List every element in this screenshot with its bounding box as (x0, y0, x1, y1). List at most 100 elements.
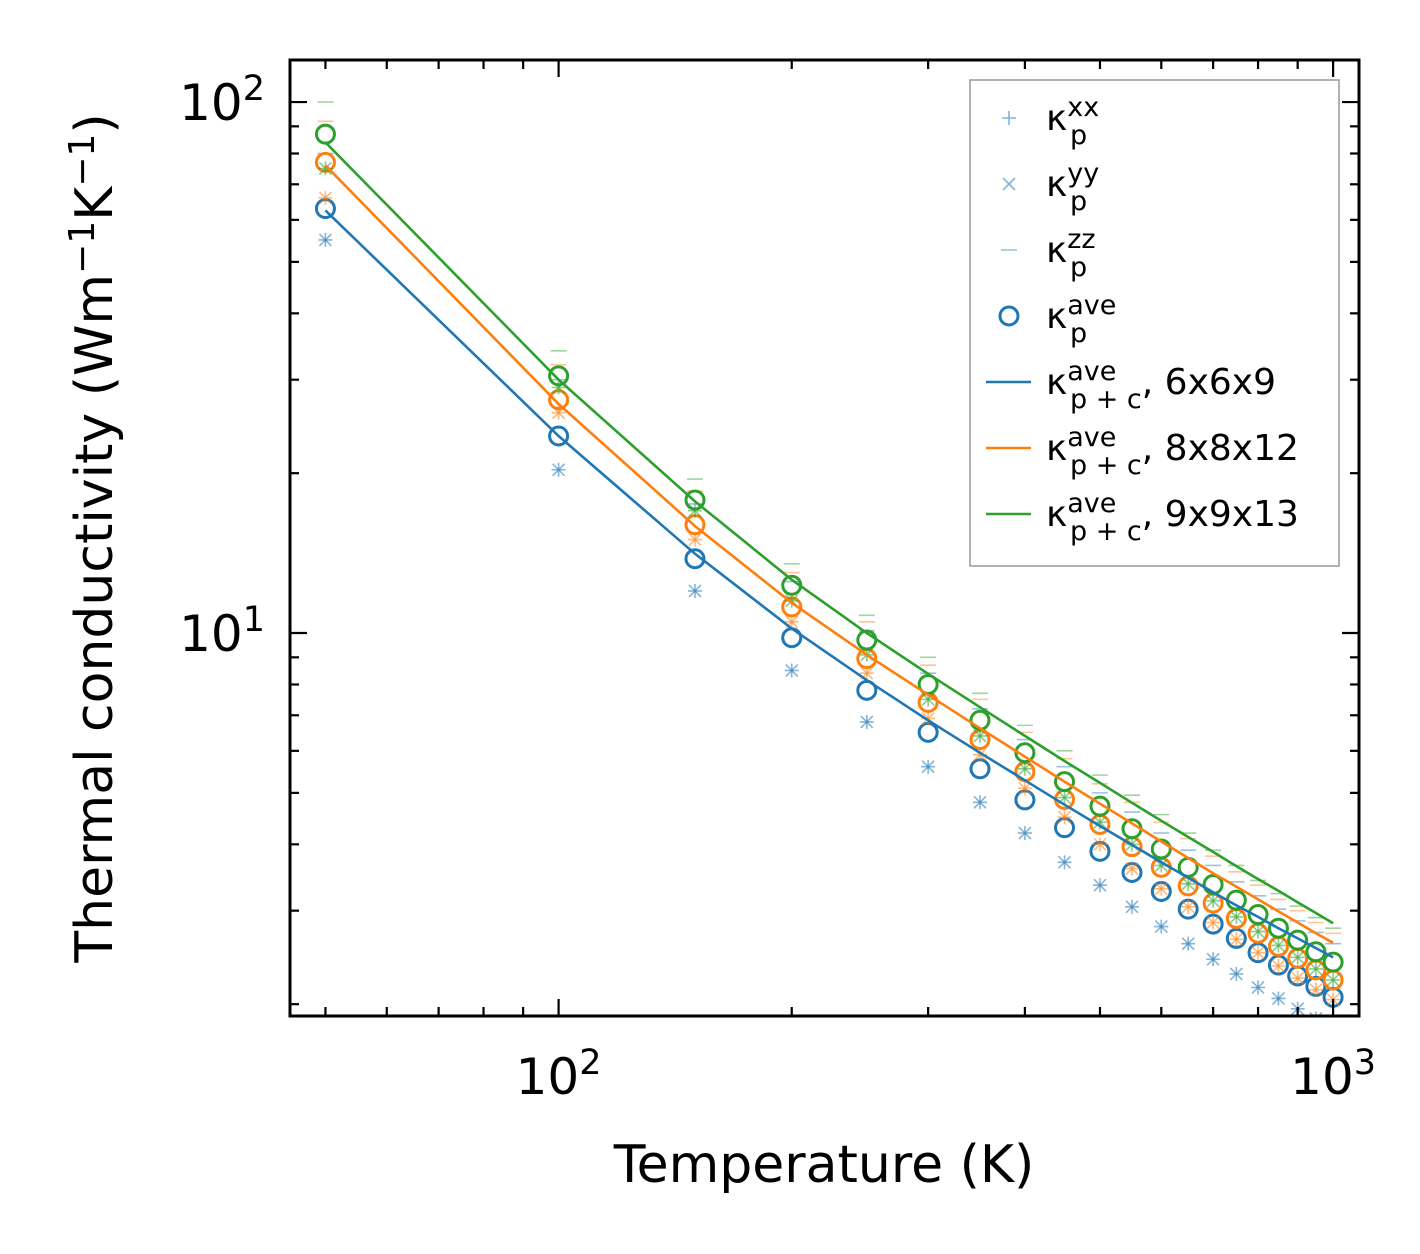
yy-point (1057, 810, 1072, 824)
y-tick-label-exp: 2 (243, 69, 265, 109)
y-axis-label: Thermal conductivity (Wm−1K−1) (62, 113, 125, 963)
yy-point (688, 584, 702, 598)
legend-text: , 8x8x12 (1142, 428, 1299, 469)
y-tick-label-base: 10 (179, 74, 243, 132)
yy-point (688, 532, 702, 547)
yy-point (1309, 983, 1323, 997)
ave-point (969, 709, 991, 731)
yy-point (1271, 959, 1286, 973)
plot-area (314, 101, 1344, 1035)
yy-point (1093, 815, 1107, 829)
y-tick-label-base: 10 (179, 605, 243, 663)
yy-point (1229, 932, 1243, 946)
xx-point (1326, 1021, 1340, 1035)
legend-kappa: κ (1046, 98, 1067, 139)
line-series-6x6x9 (324, 209, 1334, 959)
yy-point (1251, 946, 1265, 960)
yy-point (1181, 900, 1195, 914)
legend-sup: ave (1067, 422, 1116, 453)
legend-sup: ave (1067, 356, 1116, 387)
y-tick-label: 101 (179, 600, 265, 663)
yy-point (1206, 894, 1220, 908)
legend-sub: p + c (1070, 450, 1142, 481)
x-tick-label-base: 10 (1290, 1048, 1354, 1106)
yy-point (1093, 837, 1107, 851)
yy-point (1154, 858, 1168, 873)
legend-entry: κave p (998, 290, 1116, 349)
yy-point (318, 191, 333, 205)
yy-point (1093, 878, 1107, 892)
yy-point (1154, 882, 1168, 896)
yy-point (1125, 900, 1139, 914)
axis-labels: Temperature (K) Thermal conductivity (Wm… (62, 113, 1034, 1195)
yy-point (785, 663, 799, 678)
ave-point (1202, 913, 1224, 935)
legend-entry: κzz p (1001, 224, 1096, 283)
legend-label: κave p (1046, 290, 1116, 349)
yy-point (552, 463, 566, 477)
legend-kappa: κ (1046, 362, 1067, 403)
legend-sup: xx (1067, 92, 1099, 123)
x-tick-label-exp: 2 (579, 1043, 601, 1083)
y-axis-label-suffix: ) (65, 113, 125, 133)
yy-point (921, 692, 935, 706)
legend-kappa: κ (1046, 428, 1067, 469)
ave-point (1322, 951, 1344, 973)
legend-kappa: κ (1046, 296, 1067, 337)
legend-sup: ave (1067, 488, 1116, 519)
legend-text: , 6x6x9 (1142, 362, 1276, 403)
ave-point (548, 365, 570, 387)
yy-point (921, 760, 935, 774)
legend-label: κave p + c, 6x6x9 (1046, 356, 1276, 415)
yy-point (1229, 967, 1243, 981)
ave-point (1054, 771, 1076, 793)
y-tick-label-exp: 1 (243, 600, 265, 640)
yy-point (1229, 910, 1243, 924)
legend-sup: ave (1067, 290, 1116, 321)
yy-point (1251, 925, 1265, 939)
legend-entry: κxx p (1002, 92, 1099, 151)
legend-sub: p (1070, 252, 1087, 283)
legend-kappa: κ (1046, 494, 1067, 535)
legend-sup: yy (1067, 158, 1099, 189)
ave-point (1287, 929, 1309, 951)
legend-kappa: κ (1046, 164, 1067, 205)
yy-point (1018, 762, 1032, 776)
ave-point (1014, 742, 1036, 764)
line-series-8x8x12 (324, 164, 1334, 944)
plot-frame (288, 58, 1361, 1018)
yy-point (1206, 915, 1220, 930)
legend-entry: κave p + c, 6x6x9 (986, 356, 1276, 415)
x-tick-label: 103 (1290, 1043, 1376, 1106)
line-series-9x9x13 (324, 141, 1334, 925)
legend-label: κyy p (1046, 158, 1099, 217)
yy-point (1206, 952, 1220, 966)
legend-kappa: κ (1046, 230, 1067, 271)
legend-x-marker (1002, 177, 1016, 191)
ave-point (1225, 927, 1247, 949)
legend-sub: p (1070, 318, 1087, 349)
x-tick-label-exp: 3 (1354, 1043, 1376, 1083)
yy-point (1018, 781, 1032, 795)
yy-point (1125, 862, 1139, 876)
yy-point (1251, 980, 1265, 995)
yy-point (973, 795, 987, 809)
y-axis-label-mid: K (65, 185, 125, 221)
x-tick-label-base: 10 (516, 1048, 580, 1106)
legend-sub: p (1070, 186, 1087, 217)
legend-entry: κyy p (1002, 158, 1099, 217)
legend-circle-marker (998, 305, 1020, 327)
xx-point (1315, 1011, 1317, 1016)
x-tick-label: 102 (516, 1043, 602, 1106)
ave-point (548, 425, 570, 447)
legend-label: κave p + c, 9x9x13 (1046, 488, 1299, 547)
yy-point (1327, 1022, 1339, 1034)
legend-entry: κave p + c, 8x8x12 (986, 422, 1299, 481)
y-axis-label-exp2: −1 (62, 134, 103, 187)
ave-point (1267, 917, 1289, 939)
y-tick-label: 102 (179, 69, 265, 132)
yy-point (1181, 937, 1195, 951)
yy-point (860, 715, 874, 729)
